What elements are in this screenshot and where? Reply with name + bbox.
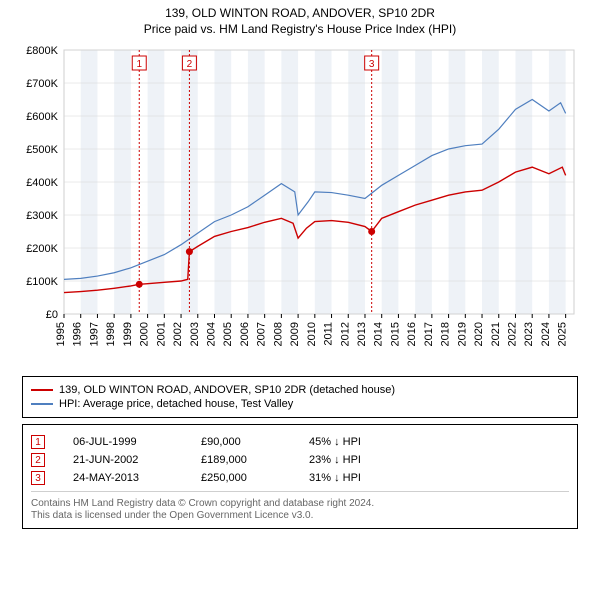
svg-text:£200K: £200K — [26, 243, 58, 255]
event-pct: 45% ↓ HPI — [309, 436, 399, 448]
svg-text:2009: 2009 — [289, 322, 301, 346]
event-marker: 1 — [31, 435, 45, 449]
event-pct: 23% ↓ HPI — [309, 454, 399, 466]
svg-text:£0: £0 — [46, 309, 58, 321]
svg-text:2004: 2004 — [205, 322, 217, 346]
svg-text:2003: 2003 — [189, 322, 201, 346]
svg-text:2010: 2010 — [306, 322, 318, 346]
legend-label-hpi: HPI: Average price, detached house, Test… — [59, 398, 293, 410]
svg-text:2007: 2007 — [256, 322, 268, 346]
svg-text:2008: 2008 — [272, 322, 284, 346]
chart-svg: £0 £100K £200K £300K £400K £500K £600K £700K £80… — [20, 44, 580, 364]
svg-text:1999: 1999 — [122, 322, 134, 346]
svg-text:2015: 2015 — [389, 322, 401, 346]
event-row: 1 06-JUL-1999 £90,000 45% ↓ HPI — [31, 435, 569, 449]
svg-text:£700K: £700K — [26, 78, 58, 90]
svg-text:2017: 2017 — [423, 322, 435, 346]
legend-swatch-price-paid — [31, 389, 53, 391]
event-date: 06-JUL-1999 — [73, 436, 173, 448]
svg-text:2022: 2022 — [506, 322, 518, 346]
svg-text:2001: 2001 — [155, 322, 167, 346]
title-line-1: 139, OLD WINTON ROAD, ANDOVER, SP10 2DR — [10, 6, 590, 20]
svg-text:2011: 2011 — [323, 322, 335, 346]
svg-text:1: 1 — [136, 59, 142, 70]
event-date: 21-JUN-2002 — [73, 454, 173, 466]
event-date: 24-MAY-2013 — [73, 472, 173, 484]
svg-text:2025: 2025 — [557, 322, 569, 346]
svg-text:2: 2 — [187, 59, 193, 70]
attribution-line-2: This data is licensed under the Open Gov… — [31, 510, 569, 521]
svg-text:2018: 2018 — [440, 322, 452, 346]
events-table: 1 06-JUL-1999 £90,000 45% ↓ HPI 2 21-JUN-2002… — [22, 424, 578, 529]
svg-text:2006: 2006 — [239, 322, 251, 346]
attribution-line-1: Contains HM Land Registry data © Crown c… — [31, 498, 569, 509]
svg-text:3: 3 — [369, 59, 375, 70]
event-pct: 31% ↓ HPI — [309, 472, 399, 484]
svg-text:£100K: £100K — [26, 276, 58, 288]
svg-text:2020: 2020 — [473, 322, 485, 346]
event-price: £250,000 — [201, 472, 281, 484]
svg-text:£400K: £400K — [26, 177, 58, 189]
event-row: 2 21-JUN-2002 £189,000 23% ↓ HPI — [31, 453, 569, 467]
svg-text:2023: 2023 — [523, 322, 535, 346]
legend: 139, OLD WINTON ROAD, ANDOVER, SP10 2DR … — [22, 376, 578, 418]
svg-text:2013: 2013 — [356, 322, 368, 346]
svg-text:£600K: £600K — [26, 111, 58, 123]
svg-text:2016: 2016 — [406, 322, 418, 346]
svg-text:£800K: £800K — [26, 45, 58, 57]
svg-text:2000: 2000 — [139, 322, 151, 346]
svg-text:2005: 2005 — [222, 322, 234, 346]
event-row: 3 24-MAY-2013 £250,000 31% ↓ HPI — [31, 471, 569, 485]
svg-text:1998: 1998 — [105, 322, 117, 346]
svg-text:2021: 2021 — [490, 322, 502, 346]
legend-swatch-hpi — [31, 403, 53, 405]
event-price: £90,000 — [201, 436, 281, 448]
event-marker: 2 — [31, 453, 45, 467]
legend-item-hpi: HPI: Average price, detached house, Test… — [31, 398, 569, 410]
svg-text:£500K: £500K — [26, 144, 58, 156]
svg-text:2014: 2014 — [373, 322, 385, 346]
event-marker: 3 — [31, 471, 45, 485]
svg-text:2002: 2002 — [172, 322, 184, 346]
legend-label-price-paid: 139, OLD WINTON ROAD, ANDOVER, SP10 2DR … — [59, 384, 395, 396]
svg-text:£300K: £300K — [26, 210, 58, 222]
svg-text:1995: 1995 — [55, 322, 67, 346]
svg-text:1996: 1996 — [72, 322, 84, 346]
title-line-2: Price paid vs. HM Land Registry's House … — [10, 22, 590, 36]
legend-item-price-paid: 139, OLD WINTON ROAD, ANDOVER, SP10 2DR … — [31, 384, 569, 396]
chart: £0 £100K £200K £300K £400K £500K £600K £700K £80… — [20, 44, 580, 364]
svg-text:1997: 1997 — [88, 322, 100, 346]
svg-text:2012: 2012 — [339, 322, 351, 346]
attribution: Contains HM Land Registry data © Crown c… — [31, 498, 569, 521]
svg-text:2019: 2019 — [456, 322, 468, 346]
svg-text:2024: 2024 — [540, 322, 552, 346]
event-price: £189,000 — [201, 454, 281, 466]
